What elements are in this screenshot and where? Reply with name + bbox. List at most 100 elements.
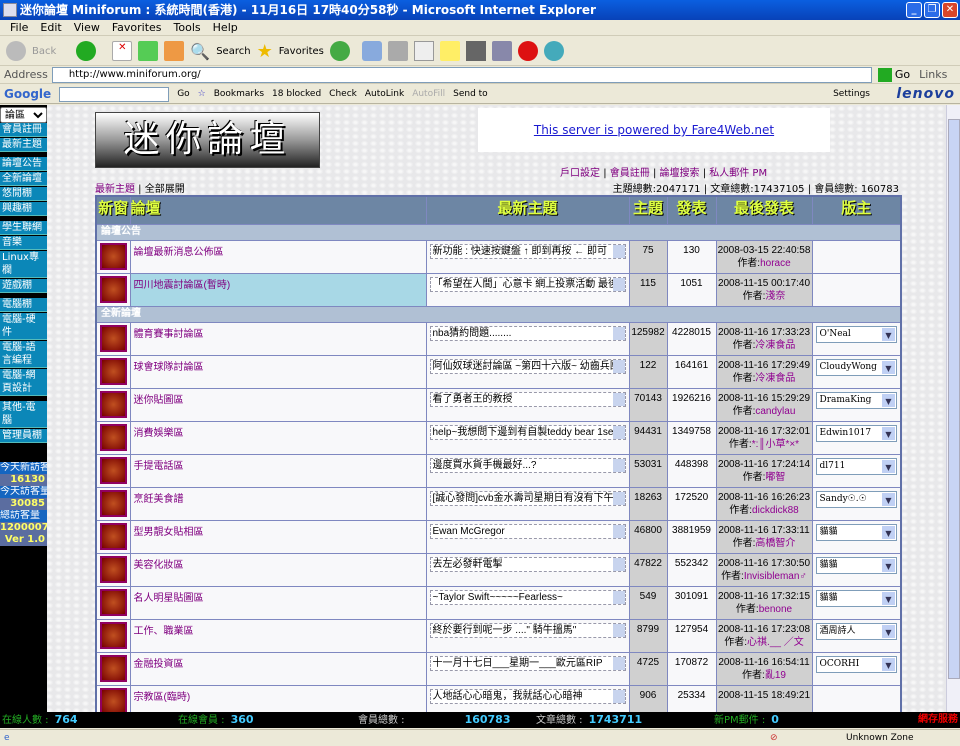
- bookmarks-button[interactable]: Bookmarks: [213, 89, 265, 99]
- back-button[interactable]: Back: [32, 45, 57, 57]
- forum-link[interactable]: 名人明星貼圖區: [133, 592, 204, 604]
- moderator-select[interactable]: Sandy☉.☉ ▼: [815, 490, 897, 508]
- sidebar-item[interactable]: 電腦-語言編程: [0, 341, 47, 368]
- forum-book-icon[interactable]: [99, 456, 127, 484]
- new-window-cell[interactable]: [95, 585, 131, 620]
- forum-link[interactable]: 體育賽事討論區: [133, 328, 204, 340]
- forum-link[interactable]: 工作、職業區: [133, 625, 194, 637]
- author-link[interactable]: 嘟智: [765, 471, 786, 483]
- close-button[interactable]: ✕: [942, 2, 958, 18]
- history-icon[interactable]: [329, 41, 350, 61]
- sidebar-item[interactable]: Linux專欄: [0, 251, 47, 278]
- autolink-button[interactable]: AutoLink: [364, 89, 405, 99]
- spellcheck-button[interactable]: Check: [329, 89, 357, 99]
- chevron-down-icon[interactable]: ▼: [882, 327, 895, 341]
- forum-link[interactable]: 金融投資區: [133, 658, 184, 670]
- new-window-cell[interactable]: [95, 354, 131, 389]
- author-link[interactable]: 心祺.__ ／文: [747, 636, 804, 648]
- sidebar-item[interactable]: 興趣棚: [0, 202, 47, 216]
- chevron-down-icon[interactable]: ▼: [882, 624, 895, 638]
- favorites-icon[interactable]: ★: [256, 40, 273, 62]
- sidebar-item[interactable]: 遊戲棚: [0, 279, 47, 293]
- back-icon[interactable]: [6, 41, 26, 61]
- messenger-icon[interactable]: [543, 41, 564, 61]
- forum-book-icon[interactable]: [99, 489, 127, 517]
- spin-arrows-icon[interactable]: [612, 244, 625, 258]
- author-link[interactable]: horace: [760, 257, 791, 269]
- forum-link[interactable]: 手提電話區: [133, 460, 184, 472]
- author-link[interactable]: 冷凍食品: [755, 339, 796, 351]
- latest-topic-marquee[interactable]: [誠心發問]cvb金水壽司星期日有沒有下午茶: [429, 490, 626, 506]
- new-window-cell[interactable]: [95, 519, 131, 554]
- author-link[interactable]: Invisibleman♂: [743, 570, 807, 582]
- forum-link[interactable]: 美容化妝區: [133, 559, 184, 571]
- latest-topic-marquee[interactable]: 終於要行到呢一步 ...." 騎牛搵馬": [429, 622, 626, 638]
- new-window-cell[interactable]: [95, 239, 131, 274]
- new-window-cell[interactable]: [95, 618, 131, 653]
- spin-arrows-icon[interactable]: [612, 689, 625, 703]
- restore-button[interactable]: ❐: [924, 2, 940, 18]
- latest-topic-marquee[interactable]: 邊度買水貨手機最好...?: [429, 457, 626, 473]
- search-button[interactable]: Search: [216, 45, 251, 57]
- go-button[interactable]: Go: [894, 68, 911, 81]
- moderator-select[interactable]: Edwin1017 ▼: [815, 424, 897, 442]
- forum-link[interactable]: 宗教區(臨時): [133, 691, 191, 703]
- moderator-select[interactable]: O'Neal ▼: [815, 325, 897, 343]
- sidebar-item[interactable]: 電腦-硬件: [0, 313, 47, 340]
- home-icon[interactable]: [164, 41, 185, 61]
- chevron-down-icon[interactable]: ▼: [882, 525, 895, 539]
- forum-link[interactable]: 迷你貼圖區: [133, 394, 184, 406]
- author-link[interactable]: 高橋智介: [755, 537, 796, 549]
- forum-link[interactable]: 烹飪美食譜: [133, 493, 184, 505]
- author-link[interactable]: 亂19: [764, 669, 786, 681]
- moderator-select[interactable]: 貓貓 ▼: [815, 589, 897, 607]
- forum-book-icon[interactable]: [99, 687, 127, 712]
- menu-view[interactable]: View: [73, 21, 100, 34]
- latest-topic-marquee[interactable]: 十一月十七日___星期一___歐元區RIP: [429, 655, 626, 671]
- chevron-down-icon[interactable]: ▼: [882, 591, 895, 605]
- go-arrow-icon[interactable]: [877, 67, 892, 82]
- print-icon[interactable]: [387, 41, 408, 61]
- note-icon[interactable]: [439, 41, 460, 61]
- new-window-cell[interactable]: [95, 387, 131, 422]
- moderator-select[interactable]: dl711 ▼: [815, 457, 897, 475]
- forum-link[interactable]: 型男靚女貼相區: [133, 526, 204, 538]
- favorites-button[interactable]: Favorites: [278, 45, 324, 57]
- moderator-select[interactable]: 酒周詩人 ▼: [815, 622, 897, 640]
- moderator-select[interactable]: CloudyWong ▼: [815, 358, 897, 376]
- forum-select[interactable]: 論區: [0, 107, 47, 123]
- forum-book-icon[interactable]: [99, 555, 127, 583]
- new-window-cell[interactable]: [95, 486, 131, 521]
- edit-word-icon[interactable]: [413, 41, 434, 61]
- stop-icon[interactable]: ✕: [112, 41, 133, 61]
- latest-topic-marquee[interactable]: ~Taylor Swift~~~~~Fearless~: [429, 589, 626, 605]
- search-link[interactable]: 論壇搜索: [659, 168, 700, 179]
- chevron-down-icon[interactable]: ▼: [882, 360, 895, 374]
- chevron-down-icon[interactable]: ▼: [882, 558, 895, 572]
- refresh-icon[interactable]: [138, 41, 159, 61]
- author-link[interactable]: benone: [758, 603, 793, 615]
- new-window-cell[interactable]: [95, 684, 131, 712]
- menu-help[interactable]: Help: [212, 21, 238, 34]
- research-icon[interactable]: [491, 41, 512, 61]
- forum-book-icon[interactable]: [99, 654, 127, 682]
- new-window-cell[interactable]: [95, 453, 131, 488]
- sidebar-item[interactable]: 最新主題: [0, 138, 47, 152]
- new-window-cell[interactable]: [95, 420, 131, 455]
- forum-book-icon[interactable]: [99, 423, 127, 451]
- forum-book-icon[interactable]: [99, 275, 127, 303]
- spin-arrows-icon[interactable]: [612, 425, 625, 439]
- spin-arrows-icon[interactable]: [612, 524, 625, 538]
- updown-icon[interactable]: [517, 41, 538, 61]
- sidebar-item[interactable]: 學生聯網: [0, 221, 47, 235]
- vertical-scrollbar[interactable]: [946, 105, 960, 712]
- spin-arrows-icon[interactable]: [612, 277, 625, 291]
- forum-link[interactable]: 球會球隊討論區: [133, 361, 204, 373]
- spin-arrows-icon[interactable]: [612, 392, 625, 406]
- spin-arrows-icon[interactable]: [612, 491, 625, 505]
- expand-all-link[interactable]: 全部展開: [144, 184, 185, 195]
- sendto-button[interactable]: Send to: [453, 89, 488, 99]
- register-link[interactable]: 會員註冊: [609, 168, 650, 179]
- links-button[interactable]: Links: [919, 68, 948, 81]
- address-input[interactable]: http://www.miniforum.org/: [51, 66, 872, 83]
